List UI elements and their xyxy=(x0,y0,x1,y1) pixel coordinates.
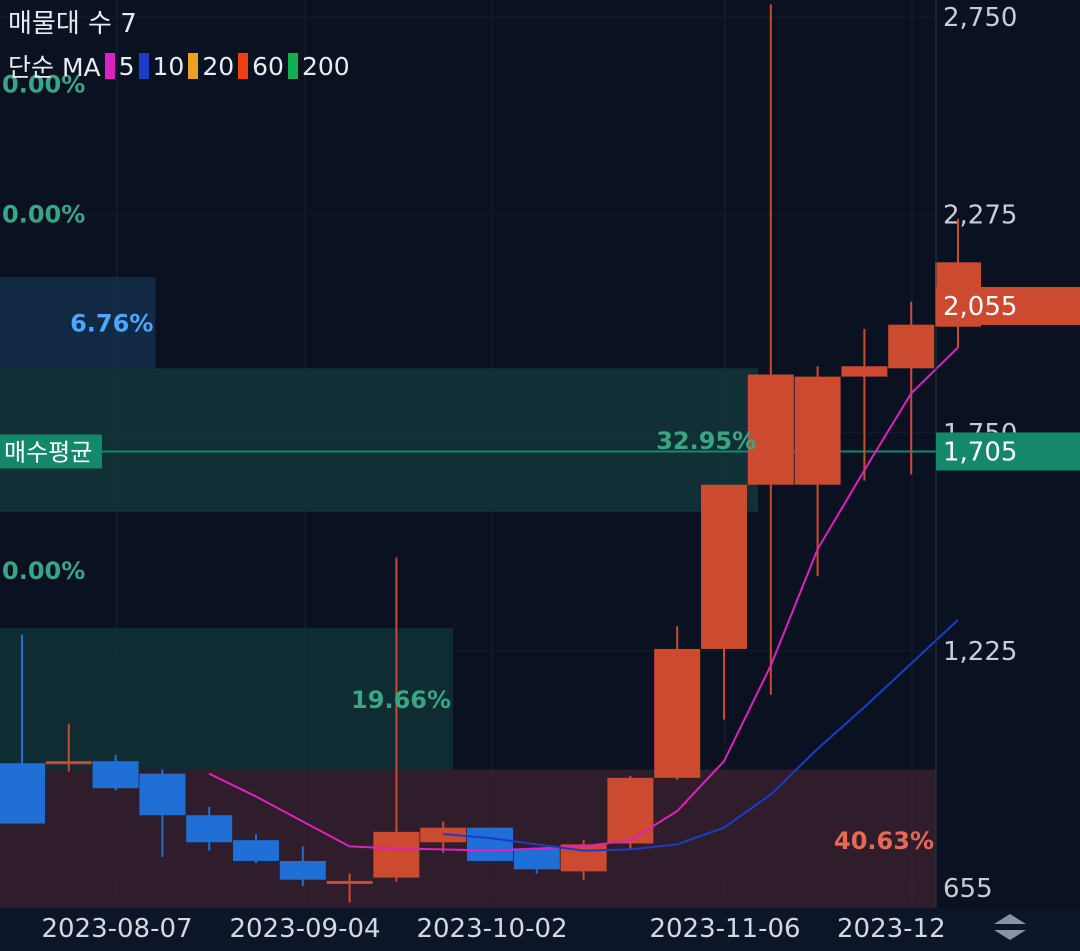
profile-pct-label-6: 40.63% xyxy=(834,827,934,855)
y-tick-label-0: 655 xyxy=(943,874,993,904)
ma60-swatch xyxy=(238,53,249,79)
profile-bar-3 xyxy=(0,368,759,512)
avg-buy-tag xyxy=(0,434,102,469)
ma20-label: 20 xyxy=(202,51,235,81)
ma-type-label: 단순 MA xyxy=(8,53,101,82)
avg-price-value-label: 1,705 xyxy=(943,437,1017,467)
candle-body-7 xyxy=(326,880,373,884)
ma5-label: 5 xyxy=(118,51,135,81)
y-tick-label-4: 2,750 xyxy=(943,3,1017,33)
volume-profile xyxy=(0,276,936,911)
ma60-label: 60 xyxy=(252,51,284,81)
profile-pct-label-4: 0.00% xyxy=(2,557,85,585)
profile-bar-2 xyxy=(0,276,156,369)
profile-pct-label-0: 0.00% xyxy=(2,71,85,99)
candle-body-17 xyxy=(794,376,841,485)
candle-body-3 xyxy=(139,773,186,816)
ma10-swatch xyxy=(138,53,149,79)
profile-pct-label-3: 32.95% xyxy=(656,427,756,455)
profile-labels: 0.00% 0.00% 6.76% 32.95% 0.00% 19.66% 40.63% xyxy=(2,71,934,856)
scroll-arrows-icon[interactable] xyxy=(990,910,1030,944)
ma5-swatch xyxy=(104,53,115,79)
profile-bar-5 xyxy=(0,628,454,770)
candle-body-2 xyxy=(92,761,139,789)
candle-body-16 xyxy=(747,374,794,485)
candle-body-13 xyxy=(607,777,654,844)
chart-title: 매물대 수 7 xyxy=(8,9,137,39)
avg-price-tag xyxy=(936,432,1080,471)
candle-body-6 xyxy=(279,860,326,880)
candle-body-14 xyxy=(654,648,701,778)
avg-buy-label: 매수평균 xyxy=(4,438,92,466)
x-tick-label-0: 2023-08-07 xyxy=(41,914,192,944)
x-tick-label-4: 2023-12 xyxy=(837,914,946,944)
candle-body-11 xyxy=(513,848,560,870)
candle-body-1 xyxy=(45,761,92,765)
x-tick-label-2: 2023-10-02 xyxy=(416,914,567,944)
candle-body-19 xyxy=(888,324,935,369)
candle-body-0 xyxy=(0,763,45,824)
x-tick-label-3: 2023-11-06 xyxy=(649,914,800,944)
ma-legend: 단순 MA 5 10 20 60 200 xyxy=(8,48,350,84)
candle-body-10 xyxy=(467,827,513,861)
x-tick-label-1: 2023-09-04 xyxy=(229,914,380,944)
x-axis-background xyxy=(0,908,1080,951)
ma200-label: 200 xyxy=(301,51,350,81)
current-price-tag xyxy=(936,286,1080,325)
candle-body-4 xyxy=(186,815,233,843)
candle-body-9 xyxy=(420,827,467,843)
x-axis: 2023-08-07 2023-09-04 2023-10-02 2023-11-06… xyxy=(0,908,1080,951)
profile-pct-label-1: 0.00% xyxy=(2,200,85,228)
ma20-swatch xyxy=(188,53,199,79)
ma10-line xyxy=(443,619,959,852)
candle-body-18 xyxy=(841,366,888,377)
current-price-label: 2,055 xyxy=(943,292,1017,322)
y-tick-label-1: 1,225 xyxy=(943,637,1017,667)
candle-body-5 xyxy=(233,840,279,861)
candle-body-15 xyxy=(701,484,747,649)
ma10-label: 10 xyxy=(152,51,185,81)
profile-pct-label-5: 19.66% xyxy=(351,686,451,714)
y-tick-label-3: 2,275 xyxy=(943,200,1017,230)
candle-body-8 xyxy=(373,831,420,878)
moving-averages xyxy=(208,346,959,852)
profile-pct-label-2: 6.76% xyxy=(70,310,153,338)
candles xyxy=(0,4,981,903)
ma200-swatch xyxy=(287,53,298,79)
ma5-line xyxy=(208,346,959,852)
